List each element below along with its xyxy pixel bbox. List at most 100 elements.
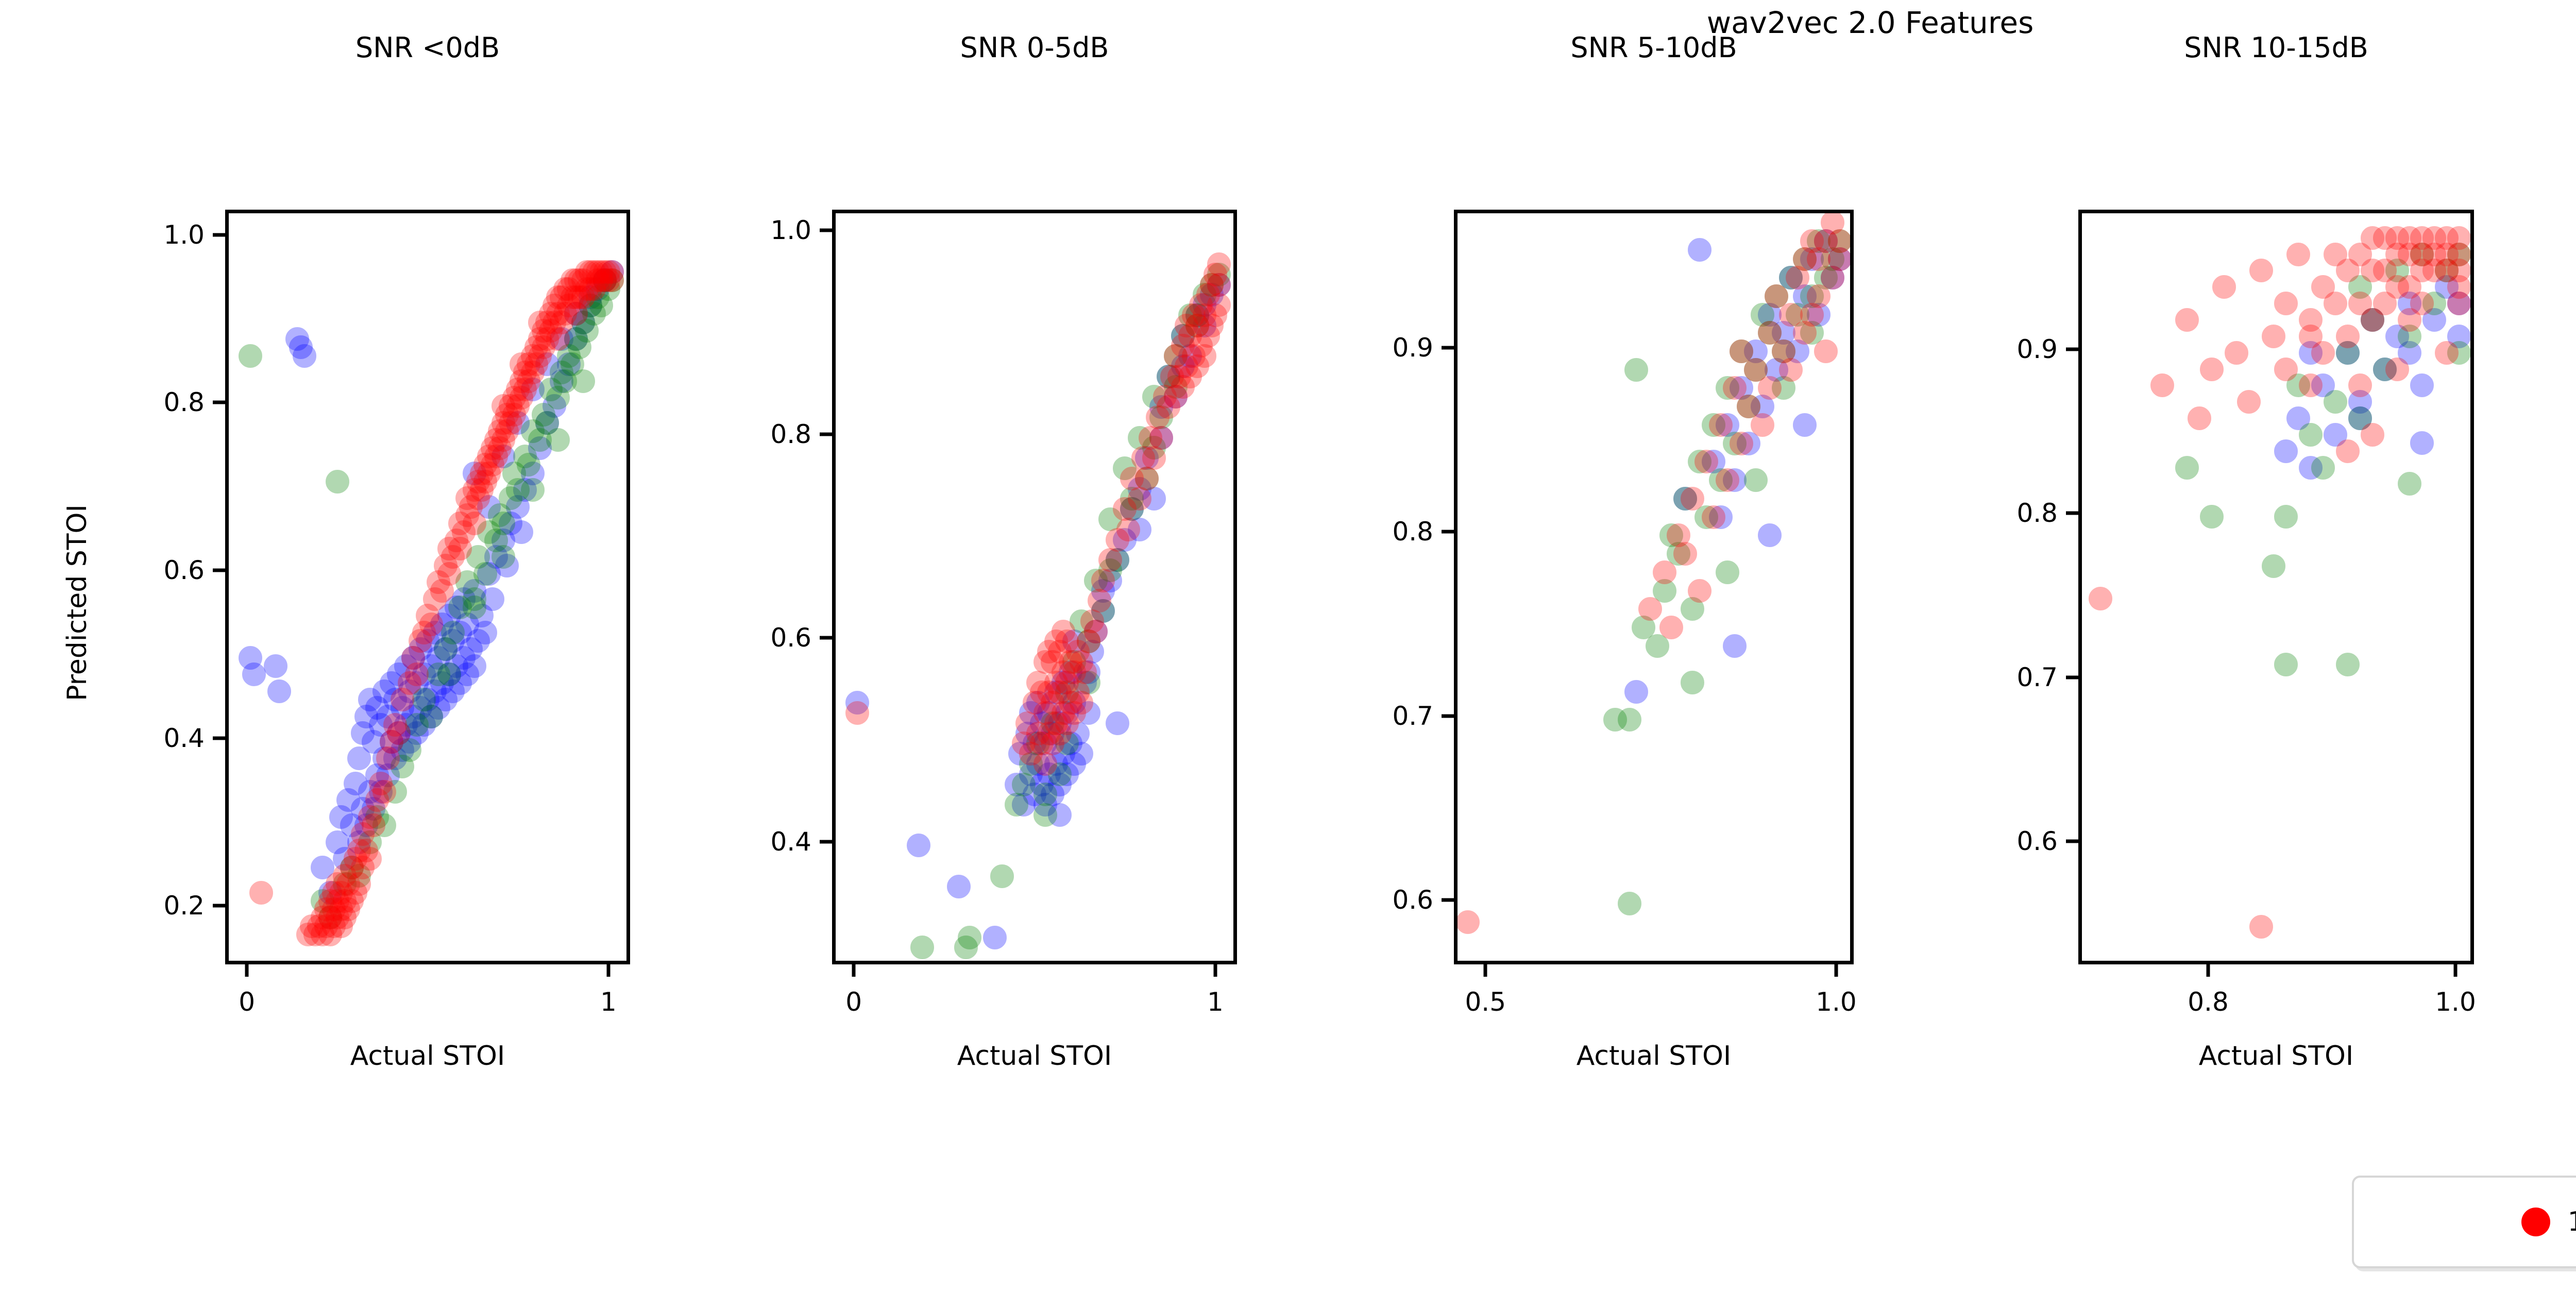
plot-area-2: [832, 210, 1237, 964]
data-point: [2249, 915, 2273, 939]
panel-6: SNR >20dB0.920.930.940.950.960.970.951.0…: [0, 0, 2576, 1123]
x-tick-label: 1.0: [1816, 987, 1857, 1017]
y-tick-mark: [820, 432, 832, 436]
data-point: [1730, 339, 1754, 363]
x-tick-mark: [852, 964, 856, 977]
data-point: [957, 925, 981, 949]
x-tick-label: 0: [845, 987, 862, 1017]
data-point: [1458, 910, 1480, 934]
data-point: [242, 662, 266, 687]
data-point: [1708, 413, 1733, 437]
data-point: [239, 344, 263, 368]
x-tick-mark: [1213, 964, 1217, 977]
data-point: [1743, 468, 1768, 492]
data-point: [1701, 505, 1725, 529]
panel-2: SNR 0-5dB 0.4 0.6 0.8 1.0 0 1 Actual STOI: [770, 31, 1237, 1072]
data-point: [1687, 579, 1711, 603]
y-tick-label: 0.8: [2016, 498, 2058, 529]
data-point: [910, 936, 935, 960]
y-tick-mark: [1442, 346, 1454, 350]
x-tick-mark: [606, 964, 611, 977]
data-point: [1757, 523, 1782, 548]
data-point: [2237, 390, 2261, 414]
data-point: [2311, 455, 2335, 480]
data-point: [1765, 284, 1789, 308]
y-tick-label: 0.6: [770, 623, 811, 653]
data-point: [463, 654, 487, 678]
data-point: [982, 925, 1007, 949]
data-point: [1070, 691, 1094, 715]
data-point: [2286, 242, 2310, 266]
data-point: [2324, 292, 2347, 316]
data-point: [264, 654, 288, 678]
data-point: [2348, 373, 2372, 398]
data-point: [404, 662, 429, 687]
data-point: [2348, 292, 2372, 316]
panel-title-2: SNR 0-5dB: [960, 31, 1109, 64]
data-point: [1730, 431, 1754, 455]
legend[interactable]: 1 noise2 noises3 noises: [2352, 1176, 2576, 1268]
data-point: [1624, 358, 1649, 382]
data-point: [1681, 486, 1705, 511]
data-point: [1142, 446, 1166, 470]
data-point: [2212, 275, 2236, 299]
data-point: [2274, 439, 2298, 463]
y-tick-mark: [213, 904, 225, 908]
data-point: [546, 428, 570, 452]
data-point: [2324, 242, 2347, 266]
legend-marker-icon: [2521, 1208, 2550, 1236]
y-tick-label: 0.6: [1392, 885, 1433, 915]
data-point: [1011, 772, 1036, 796]
x-tick-mark: [1834, 964, 1838, 977]
y-tick-mark: [820, 840, 832, 844]
y-tick-label: 0.7: [1392, 701, 1433, 731]
x-tick-mark: [245, 964, 249, 977]
data-point: [1073, 660, 1097, 684]
data-point: [845, 701, 870, 725]
data-point: [1681, 671, 1705, 695]
data-point: [1751, 413, 1775, 437]
figure-suptitle: wav2vec 2.0 Features: [1706, 5, 2034, 40]
data-point: [463, 512, 487, 536]
legend-entry-n1[interactable]: 1 noise: [2521, 1208, 2576, 1236]
data-point: [1652, 560, 1676, 584]
data-point: [2299, 324, 2323, 348]
y-tick-label: 0.9: [1392, 332, 1433, 363]
y-tick-mark: [820, 636, 832, 640]
data-point: [1617, 707, 1641, 732]
y-tick-mark: [213, 736, 225, 740]
data-point: [600, 268, 624, 293]
data-point: [1033, 803, 1058, 827]
data-point: [1084, 619, 1108, 643]
y-tick-mark: [1442, 714, 1454, 718]
data-point: [1638, 597, 1663, 621]
x-axis-label-1: Actual STOI: [350, 1041, 505, 1072]
data-point: [358, 847, 382, 871]
data-point: [293, 344, 317, 368]
data-point: [1659, 615, 1684, 639]
x-tick-label: 0.8: [2188, 987, 2229, 1017]
data-point: [325, 469, 349, 494]
data-point: [419, 704, 443, 728]
data-point: [473, 562, 498, 586]
data-point: [267, 679, 292, 703]
data-point: [1807, 284, 1831, 308]
x-axis-label-4: Actual STOI: [2198, 1041, 2354, 1072]
y-tick-label: 0.6: [163, 555, 205, 585]
plot-area-3: [1454, 210, 1854, 964]
data-point: [1814, 339, 1838, 363]
data-point: [2150, 373, 2174, 398]
y-tick-label: 0.8: [1392, 517, 1433, 547]
y-tick-label: 0.4: [770, 827, 811, 857]
plot-area-1: [225, 210, 630, 964]
data-point: [1694, 450, 1719, 474]
data-point: [2447, 292, 2470, 316]
data-point: [2175, 455, 2199, 480]
y-tick-mark: [2066, 839, 2078, 843]
data-point: [473, 620, 498, 644]
data-point: [535, 411, 559, 435]
y-tick-label: 0.4: [163, 723, 205, 753]
y-tick-mark: [2066, 347, 2078, 351]
data-point: [1827, 229, 1850, 253]
panel-title-3: SNR 5-10dB: [1570, 31, 1737, 64]
